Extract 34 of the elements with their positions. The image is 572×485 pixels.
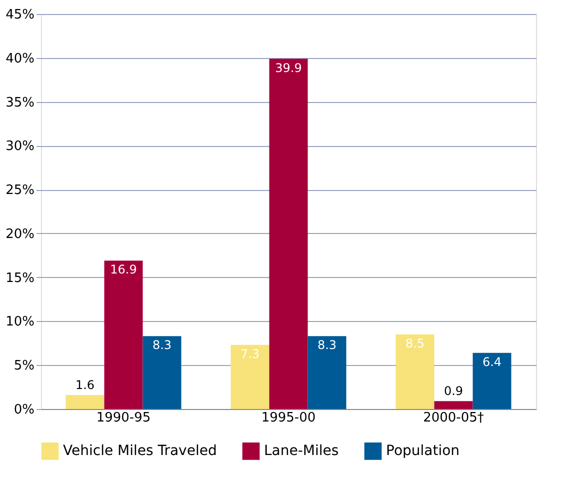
data-label: 39.9 — [275, 60, 302, 75]
data-label: 1.6 — [75, 378, 95, 392]
bar — [472, 352, 512, 409]
x-tick-label: 1990-95 — [96, 410, 151, 426]
bar — [269, 58, 308, 409]
y-tick-label: 10% — [6, 314, 34, 330]
y-tick-label: 35% — [6, 95, 34, 110]
y-tick-label: 5% — [14, 358, 34, 374]
y-tick-label: 30% — [6, 139, 34, 154]
data-label: 6.4 — [482, 354, 502, 369]
data-label: 16.9 — [110, 262, 137, 277]
x-tick-label: 2000-05† — [423, 410, 484, 426]
x-tick-label: 1995-00 — [261, 410, 316, 426]
bar — [308, 336, 346, 409]
data-label: 8.3 — [317, 338, 337, 352]
bar — [66, 394, 104, 409]
y-tick-label: 0% — [14, 402, 34, 418]
data-label: 8.5 — [405, 336, 425, 350]
bar — [396, 334, 434, 409]
bar — [434, 401, 473, 409]
y-tick-label: 45% — [6, 8, 34, 22]
data-label: 8.3 — [152, 338, 172, 352]
bar — [230, 344, 270, 409]
y-tick-label: 40% — [6, 51, 34, 66]
bar — [142, 336, 182, 409]
y-tick-label: 15% — [6, 270, 34, 286]
data-label: 0.9 — [444, 384, 464, 398]
y-tick-label: 25% — [6, 183, 34, 198]
legend-label: Population — [386, 443, 460, 460]
legend-label: Vehicle Miles Traveled — [63, 443, 217, 460]
y-tick-label: 20% — [6, 226, 34, 242]
data-label: 7.3 — [240, 346, 260, 361]
bar — [104, 260, 143, 409]
legend-label: Lane-Miles — [264, 443, 339, 460]
